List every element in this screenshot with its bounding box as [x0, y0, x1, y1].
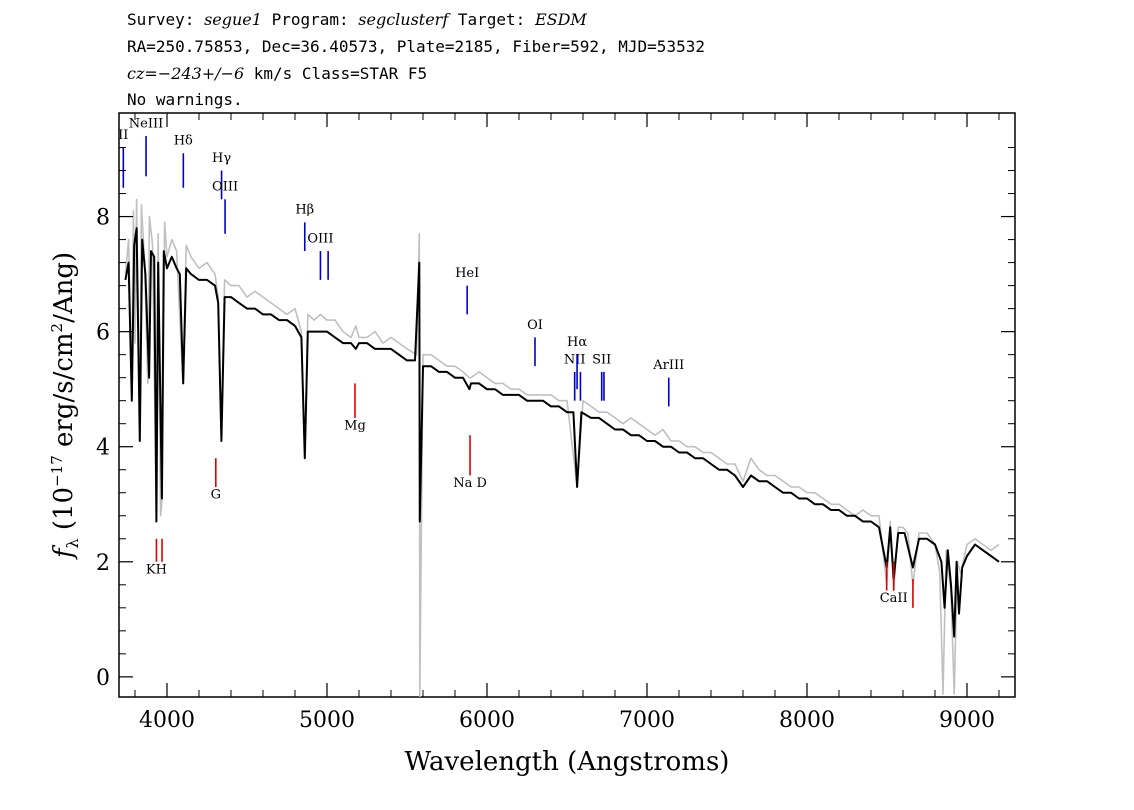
header-line-4: No warnings.	[127, 90, 243, 109]
header-line-1: Survey: segue1 Program: segclusterf Targ…	[127, 10, 587, 29]
program-key: Program:	[261, 10, 359, 29]
y-tick-label: 2	[96, 551, 110, 576]
y-axis-label: fλ (10−17 erg/s/cm2/Ang)	[48, 252, 82, 560]
header-line-2: RA=250.75853, Dec=36.40573, Plate=2185, …	[127, 37, 705, 56]
emission-line-label: ArIII	[652, 358, 684, 373]
target-value: ESDM	[534, 10, 587, 29]
error-spectrum-line	[124, 198, 1000, 697]
x-tick-label: 5000	[299, 708, 355, 733]
emission-line-label: Hδ	[174, 134, 193, 149]
absorption-line-label: Na D	[453, 476, 487, 491]
class-value: km/s Class=STAR F5	[244, 64, 428, 83]
y-tick-label: 4	[96, 436, 110, 461]
flux-spectrum-line	[124, 227, 1000, 638]
emission-line-label: OIII	[212, 180, 238, 195]
emission-line-label: OI	[527, 318, 543, 333]
absorption-line-label: CaII	[880, 591, 908, 606]
x-axis-label: Wavelength (Angstroms)	[405, 747, 730, 777]
emission-line-label: SII	[592, 352, 611, 367]
redshift-value: cz=−243+/−6	[127, 64, 245, 83]
emission-line-label: Hγ	[212, 151, 231, 166]
absorption-line-label: KH	[146, 562, 167, 577]
plot-frame	[118, 112, 1016, 698]
emission-line-label: NeIII	[129, 116, 163, 131]
emission-line-label: Hβ	[295, 203, 314, 218]
target-key: Target:	[448, 10, 535, 29]
x-tick-label: 4000	[139, 708, 195, 733]
absorption-line-label: Mg	[344, 418, 366, 433]
absorption-line-label: G	[211, 487, 221, 502]
y-tick-label: 8	[96, 206, 110, 231]
y-tick-label: 6	[96, 321, 110, 346]
emission-line-label: Hα	[567, 335, 587, 350]
x-tick-label: 6000	[459, 708, 515, 733]
survey-key: Survey:	[127, 10, 205, 29]
program-value: segclusterf	[358, 10, 449, 29]
emission-line-label: OIII	[307, 231, 333, 246]
x-tick-label: 9000	[939, 708, 995, 733]
header-line-3: cz=−243+/−6 km/s Class=STAR F5	[127, 64, 427, 83]
emission-line-label: HeI	[455, 266, 479, 281]
emission-line-label: II	[118, 128, 128, 143]
x-tick-label: 8000	[779, 708, 835, 733]
x-tick-label: 7000	[619, 708, 675, 733]
survey-value: segue1	[204, 10, 262, 29]
emission-line-label: NII	[564, 352, 586, 367]
y-tick-label: 0	[96, 666, 110, 691]
